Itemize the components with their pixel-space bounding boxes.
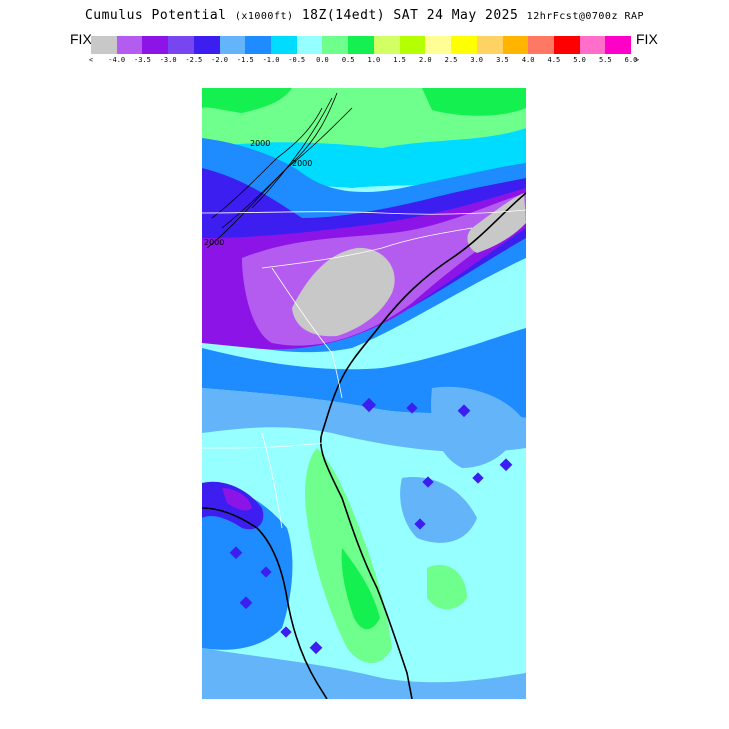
legend-swatch-10 [348,36,374,54]
color-legend [91,36,632,54]
legend-tick-label: -2.5 [185,56,203,64]
title-run: 12hrFcst@0700z RAP [526,11,645,22]
legend-arrow-right: > [634,56,640,64]
legend-swatch-0 [91,36,117,54]
legend-swatch-20 [605,36,632,54]
legend-tick-label: 5.0 [573,56,586,64]
legend-tick-label: -3.0 [159,56,177,64]
legend-swatch-1 [116,36,143,54]
legend-tick-label: 4.0 [521,56,535,64]
legend-arrow-left: < [88,56,94,64]
legend-swatch-12 [399,36,426,54]
legend-tick-label: 2.5 [444,56,458,64]
legend-swatch-9 [322,36,349,54]
fix-label-left: FIX [70,31,92,47]
field-blue-gulf [202,487,293,650]
legend-swatch-18 [553,36,580,54]
legend-swatch-3 [168,36,194,54]
legend-tick-label: -4.0 [108,56,126,64]
legend-tick-label: 3.0 [470,56,484,64]
field-gray-nc [467,193,526,253]
legend-tick-label: 1.5 [393,56,406,64]
legend-swatch-11 [373,36,400,54]
title-units: (x1000ft) [234,11,294,22]
legend-swatch-13 [425,36,452,54]
legend-swatch-16 [502,36,529,54]
legend-tick-label: 0.5 [341,56,355,64]
legend-tick-label: 2.0 [418,56,432,64]
legend-tick-label: 4.5 [547,56,561,64]
legend-swatch-19 [579,36,606,54]
contour-label-3: 2000 [204,238,224,247]
legend-tick-label: -3.5 [133,56,151,64]
legend-tick-label: 6.0 [624,56,638,64]
field-brightgreen-north2 [422,88,526,116]
legend-swatch-14 [451,36,477,54]
legend-tick-label: -1.5 [236,56,254,64]
legend-tick-label: -1.0 [262,56,280,64]
contour-lines [206,92,353,249]
contour-label-2: 2000 [292,159,312,168]
title-main: Cumulus Potential [84,8,227,23]
field-green-atlantic [427,564,467,610]
cumulus-potential-map: 2000 2000 2000 [202,88,526,699]
title-valid: 18Z(14edt) SAT 24 May 2025 [301,8,519,23]
legend-swatch-6 [245,36,272,54]
legend-swatch-15 [476,36,503,54]
legend-tick-label: 1.0 [367,56,381,64]
field-purple-gulf [222,488,252,511]
legend-tick-labels: < -4.0 -3.5 -3.0 -2.5 -2.0 -1.5 -1.0 -0.5 0.0 0.5 1… [88,56,639,66]
legend-tick-label: -0.5 [288,56,306,64]
legend-swatch-8 [296,36,323,54]
map-title: Cumulus Potential (x1000ft) 18Z(14edt) S… [0,8,729,23]
legend-tick-label: 0.0 [316,56,329,64]
field-brightgreen-florida [341,548,380,630]
legend-swatch-7 [271,36,297,54]
state-borders [202,209,526,529]
coastlines [202,192,526,699]
field-gray-core [292,247,395,337]
contour-label-1: 2000 [250,139,270,148]
legend-swatch-17 [528,36,554,54]
field-brightgreen-north [202,88,292,113]
field-lightblue-south [202,648,526,699]
legend-tick-label: -2.0 [211,56,228,64]
legend-tick-label: 3.5 [496,56,509,64]
legend-tick-label: 5.5 [598,56,612,64]
legend-swatch-5 [219,36,246,54]
field-blue-atlantic [431,386,522,468]
legend-swatch-4 [193,36,220,54]
legend-swatch-2 [142,36,169,54]
fix-label-right: FIX [636,31,658,47]
